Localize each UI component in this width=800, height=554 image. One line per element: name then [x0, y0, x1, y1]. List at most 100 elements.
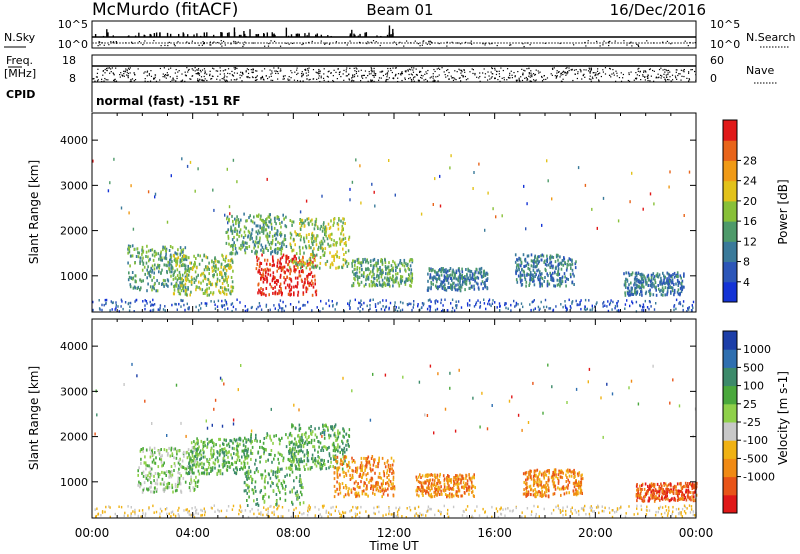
ground-scatter-cell: [184, 308, 186, 312]
nave-dot: [126, 71, 128, 73]
data-cell-power-2: [279, 242, 281, 246]
data-cell-power-1: [202, 292, 205, 295]
data-cell-power-3: [262, 292, 264, 296]
data-cell-power-4: [335, 243, 338, 247]
data-cell-power-0: [137, 285, 140, 289]
nave-dot: [424, 73, 426, 75]
nave-dot: [129, 67, 131, 69]
data-cell-vel-2: [285, 445, 288, 449]
data-cell-vel-1: [214, 458, 217, 462]
data-cell-power-7: [556, 278, 559, 282]
data-cell-power-3: [287, 256, 290, 259]
data-cell-power-8: [637, 280, 640, 284]
data-cell-power-7: [528, 282, 531, 286]
data-cell-power-6: [435, 286, 438, 290]
data-cell-power-2: [269, 220, 271, 224]
nave-dot: [528, 73, 530, 75]
data-cell-vel-0: [157, 472, 159, 476]
ground-scatter-cell: [614, 306, 616, 310]
nave-dot: [660, 67, 662, 69]
data-cell-power-5: [378, 280, 381, 284]
nave-dot: [565, 67, 567, 70]
ground-scatter-cell: [150, 304, 152, 307]
data-cell-vel-2: [295, 493, 298, 497]
data-cell-power-4: [335, 241, 337, 245]
ground-scatter-cell: [492, 299, 494, 302]
data-cell-power-7: [520, 261, 523, 265]
nave-dot: [401, 79, 403, 82]
data-cell-power-0: [170, 257, 172, 261]
data-cell-power-1: [219, 273, 221, 276]
data-cell-vel-1: [191, 450, 194, 454]
nave-dot: [409, 77, 411, 79]
data-cell-vel-1: [201, 471, 203, 475]
ground-scatter-cell: [369, 299, 371, 302]
data-cell-vel-0: [187, 448, 190, 452]
nave-dot: [531, 74, 533, 76]
data-cell-vel-0: [178, 476, 181, 480]
data-cell-power-2: [276, 247, 279, 250]
data-cell-power-0: [153, 254, 156, 258]
data-cell-vel-0: [149, 446, 151, 450]
data-cell-vel-0: [141, 471, 143, 475]
data-cell-power-5: [358, 270, 361, 274]
data-cell-power-0: [149, 248, 152, 252]
data-cell-power-2: [229, 244, 232, 248]
nave-dot: [293, 79, 296, 81]
data-cell-vel-1: [196, 447, 199, 451]
data-cell-power-5: [354, 263, 356, 267]
nave-dot: [373, 76, 375, 78]
nave-dot: [105, 79, 107, 81]
data-cell-power-8: [677, 275, 679, 279]
nave-dot: [219, 67, 221, 69]
data-cell-power-7: [533, 279, 535, 283]
sparse-cell: [484, 228, 486, 232]
data-cell-power-0: [179, 252, 182, 256]
data-cell-power-2: [232, 245, 234, 249]
data-cell-vel-1: [191, 470, 193, 474]
ground-scatter-cell: [588, 299, 590, 302]
data-cell-power-7: [565, 284, 567, 288]
nave-dot: [479, 72, 481, 74]
nave-dot: [687, 80, 690, 82]
data-cell-vel-0: [174, 447, 177, 451]
data-cell-power-1: [179, 273, 181, 277]
data-cell-vel-1: [230, 439, 233, 443]
data-cell-power-6: [461, 270, 464, 274]
data-cell-power-0: [168, 266, 170, 270]
data-cell-power-0: [182, 286, 185, 290]
nave-dot: [498, 73, 500, 75]
nave-dot: [164, 76, 166, 78]
data-cell-vel-2: [291, 502, 294, 506]
data-cell-power-7: [523, 273, 526, 277]
data-cell-vel-0: [145, 448, 148, 452]
nave-dot: [589, 70, 592, 72]
nave-dot: [198, 79, 200, 82]
data-cell-vel-1: [212, 454, 214, 458]
ground-scatter-cell: [128, 301, 130, 305]
nave-dot: [671, 74, 674, 76]
data-cell-power-5: [405, 269, 407, 273]
data-cell-vel-3: [334, 466, 337, 470]
data-cell-power-1: [221, 273, 223, 277]
data-cell-power-1: [200, 273, 202, 277]
data-cell-vel-2: [297, 450, 300, 454]
data-cell-power-6: [467, 269, 470, 273]
nave-dot: [254, 79, 257, 81]
data-cell-vel-0: [164, 471, 166, 475]
ground-scatter-cell: [614, 304, 617, 308]
data-cell-power-5: [381, 261, 384, 265]
data-cell-vel-0: [165, 474, 167, 477]
data-cell-power-3: [280, 286, 282, 290]
data-cell-power-1: [193, 254, 195, 258]
data-cell-vel-1: [235, 472, 237, 476]
data-cell-power-0: [145, 261, 148, 265]
data-cell-power-1: [215, 284, 217, 288]
ground-scatter-cell: [200, 307, 202, 310]
nave-dot: [584, 76, 586, 78]
nave-dot: [381, 70, 384, 72]
ground-scatter-cell: [274, 307, 276, 310]
nsearch-dot: [409, 42, 412, 44]
nave-dot: [166, 72, 168, 74]
data-cell-power-6: [432, 278, 434, 282]
